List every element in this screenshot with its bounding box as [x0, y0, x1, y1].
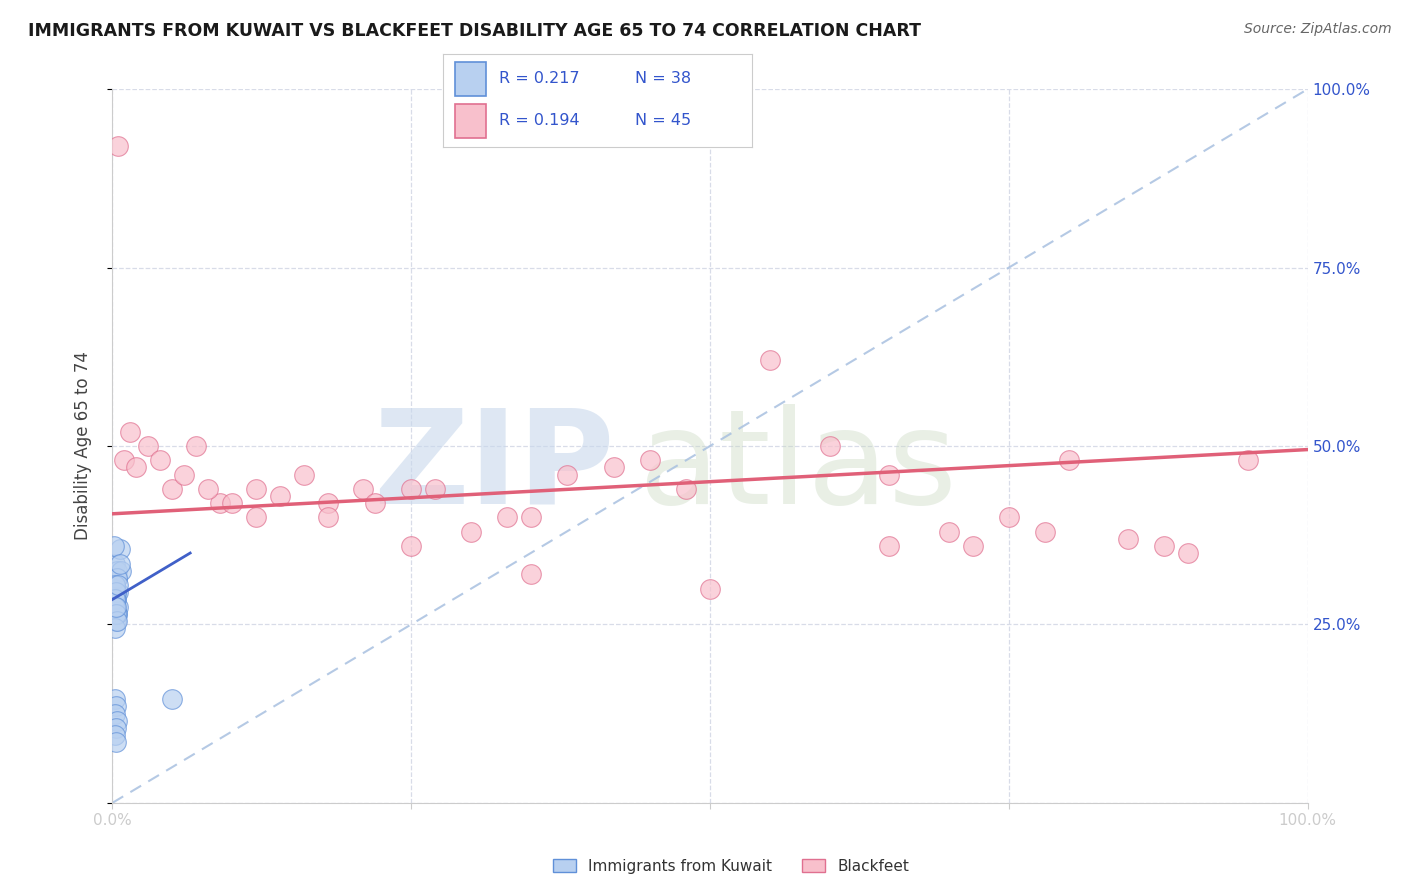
Point — [1116, 532, 1139, 546]
Point — [173, 467, 195, 482]
Point — [675, 482, 697, 496]
Point — [316, 496, 339, 510]
Point — [105, 571, 128, 585]
Text: Source: ZipAtlas.com: Source: ZipAtlas.com — [1244, 22, 1392, 37]
Point — [103, 539, 125, 553]
Point — [105, 607, 128, 621]
Point — [104, 592, 127, 607]
Point — [107, 578, 129, 592]
Point — [245, 482, 267, 496]
Point — [1057, 453, 1080, 467]
Point — [105, 735, 128, 749]
Point — [877, 467, 900, 482]
Point — [638, 453, 662, 467]
Point — [364, 496, 387, 510]
Point — [425, 482, 447, 496]
Point — [104, 578, 127, 592]
Point — [401, 539, 423, 553]
Point — [496, 510, 519, 524]
Point — [105, 614, 128, 628]
Text: ZIP: ZIP — [373, 404, 614, 531]
Point — [292, 467, 315, 482]
Text: R = 0.217: R = 0.217 — [499, 71, 579, 87]
Point — [107, 599, 129, 614]
Point — [603, 460, 626, 475]
Point — [105, 592, 128, 607]
Text: R = 0.194: R = 0.194 — [499, 113, 579, 128]
Point — [105, 585, 128, 599]
Point — [197, 482, 219, 496]
Point — [110, 564, 132, 578]
Text: IMMIGRANTS FROM KUWAIT VS BLACKFEET DISABILITY AGE 65 TO 74 CORRELATION CHART: IMMIGRANTS FROM KUWAIT VS BLACKFEET DISA… — [28, 22, 921, 40]
Point — [107, 585, 129, 599]
Point — [138, 439, 160, 453]
Point — [105, 592, 128, 607]
Point — [104, 592, 127, 607]
Point — [221, 496, 243, 510]
Point — [104, 728, 127, 742]
Point — [120, 425, 142, 439]
Y-axis label: Disability Age 65 to 74: Disability Age 65 to 74 — [73, 351, 91, 541]
Point — [125, 460, 148, 475]
Bar — [456, 62, 486, 95]
Point — [107, 139, 129, 153]
Point — [1237, 453, 1260, 467]
Point — [460, 524, 482, 539]
Text: N = 38: N = 38 — [634, 71, 690, 87]
Point — [245, 510, 267, 524]
Point — [162, 482, 183, 496]
Point — [105, 607, 128, 621]
Point — [105, 721, 128, 735]
Legend: Immigrants from Kuwait, Blackfeet: Immigrants from Kuwait, Blackfeet — [547, 853, 915, 880]
Point — [962, 539, 984, 553]
Point — [108, 542, 131, 557]
Point — [105, 564, 128, 578]
Point — [104, 578, 127, 592]
Text: atlas: atlas — [638, 404, 957, 531]
Point — [104, 578, 127, 592]
Point — [1177, 546, 1199, 560]
Point — [114, 453, 135, 467]
Point — [105, 714, 128, 728]
Point — [186, 439, 208, 453]
Point — [104, 599, 127, 614]
Point — [105, 571, 128, 585]
Point — [104, 557, 127, 571]
Point — [555, 467, 578, 482]
Point — [316, 510, 339, 524]
Point — [401, 482, 423, 496]
Point — [105, 599, 128, 614]
Point — [104, 692, 127, 706]
Point — [104, 599, 127, 614]
Point — [208, 496, 231, 510]
Point — [162, 692, 183, 706]
Point — [105, 585, 128, 599]
Bar — [456, 104, 486, 138]
Point — [149, 453, 172, 467]
Point — [759, 353, 782, 368]
Point — [104, 706, 127, 721]
Point — [105, 614, 128, 628]
Point — [818, 439, 841, 453]
Point — [269, 489, 291, 503]
Point — [520, 567, 543, 582]
Point — [1153, 539, 1175, 553]
Point — [105, 607, 128, 621]
Point — [699, 582, 721, 596]
Point — [998, 510, 1021, 524]
Point — [108, 557, 131, 571]
Point — [352, 482, 374, 496]
Point — [1033, 524, 1056, 539]
Point — [938, 524, 960, 539]
Text: N = 45: N = 45 — [634, 113, 690, 128]
Point — [520, 510, 543, 524]
Point — [877, 539, 900, 553]
Point — [105, 571, 128, 585]
Point — [105, 699, 128, 714]
Point — [104, 621, 127, 635]
